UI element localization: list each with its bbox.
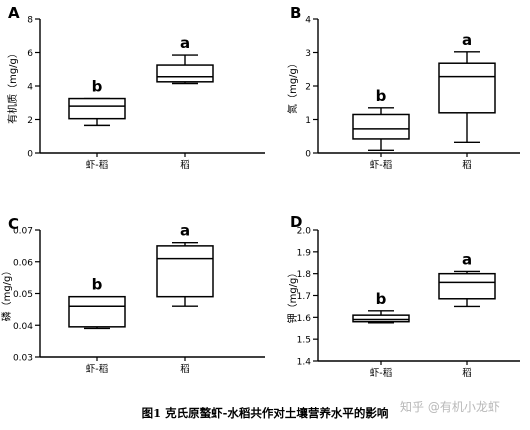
y-tick-label: 2.0 xyxy=(297,227,312,237)
box-iqr xyxy=(68,295,126,328)
box-iqr xyxy=(352,113,410,140)
y-axis-title: 钾（mg/g） xyxy=(286,268,299,324)
y-tick-label: 0.04 xyxy=(13,322,33,332)
significance-letter: b xyxy=(376,290,387,308)
x-tick-label: 稻 xyxy=(180,160,190,171)
y-axis-title: 氮（mg/g） xyxy=(286,58,299,114)
y-tick-label: 1.7 xyxy=(297,292,311,302)
y-tick-label: 0 xyxy=(27,150,33,160)
y-tick-label: 6 xyxy=(27,49,33,59)
y-tick-label: 0.05 xyxy=(13,290,33,300)
y-axis-title: 磷（mg/g） xyxy=(0,266,13,322)
significance-letter: b xyxy=(92,276,103,294)
box-iqr xyxy=(438,62,496,114)
y-tick-label: 4 xyxy=(305,16,311,26)
significance-letter: a xyxy=(462,250,472,268)
x-tick-label: 虾-稻 xyxy=(370,159,392,171)
box-shrimp-rice: b xyxy=(352,87,410,152)
y-tick-label: 8 xyxy=(27,16,33,26)
significance-letter: b xyxy=(92,78,103,96)
y-tick-label: 1.9 xyxy=(297,248,312,258)
y-tick-label: 3 xyxy=(305,49,311,59)
box-rice: a xyxy=(156,222,214,307)
panel-c: C 0.03 0.04 0.05 0.06 0.07 磷（mg/g） b 虾-稻 a 稻 xyxy=(0,215,265,375)
box-iqr xyxy=(438,272,496,300)
panel-label: D xyxy=(290,213,302,231)
box-rice: a xyxy=(156,34,214,85)
box-rice: a xyxy=(438,31,496,143)
box-shrimp-rice: b xyxy=(68,276,126,330)
significance-letter: b xyxy=(376,87,387,105)
figure-panels: A 0 2 4 6 8 有机质（mg/g） b 虾-稻 a 稻 B 0 1 2 3 4 氮（mg/g） b 虾-稻 a 稻… xyxy=(0,4,520,379)
y-tick-label: 0.06 xyxy=(13,258,33,268)
x-tick-label: 虾-稻 xyxy=(86,363,108,375)
significance-letter: a xyxy=(462,31,472,49)
y-tick-label: 0.07 xyxy=(13,227,33,237)
x-tick-label: 虾-稻 xyxy=(86,159,108,171)
y-axis-title: 有机质（mg/g） xyxy=(6,48,19,124)
y-tick-label: 1.8 xyxy=(297,270,312,280)
x-tick-label: 虾-稻 xyxy=(370,367,392,379)
y-tick-label: 0.03 xyxy=(13,354,33,364)
x-tick-label: 稻 xyxy=(462,368,472,379)
panel-label: B xyxy=(290,4,301,22)
y-tick-label: 2 xyxy=(27,116,33,126)
box-iqr xyxy=(68,97,126,120)
x-tick-label: 稻 xyxy=(180,364,190,375)
y-tick-label: 2 xyxy=(305,83,311,93)
y-tick-label: 4 xyxy=(27,83,33,93)
significance-letter: a xyxy=(180,34,190,52)
figure-caption: 图1 克氏原螯虾-水稻共作对土壤营养水平的影响 xyxy=(141,406,389,420)
panel-label: A xyxy=(8,4,20,22)
x-tick-label: 稻 xyxy=(462,160,472,171)
y-tick-label: 1.4 xyxy=(297,358,312,368)
panel-label: C xyxy=(8,215,19,233)
significance-letter: a xyxy=(180,222,190,240)
y-tick-label: 0 xyxy=(305,150,311,160)
y-tick-label: 1 xyxy=(305,116,311,126)
y-tick-label: 1.6 xyxy=(297,314,312,324)
box-rice: a xyxy=(438,250,496,308)
box-shrimp-rice: b xyxy=(352,290,410,324)
box-iqr xyxy=(156,64,214,83)
box-iqr xyxy=(156,245,214,298)
panel-d: D 1.4 1.5 1.6 1.7 1.8 1.9 2.0 钾（mg/g） b 虾-稻 a 稻 xyxy=(286,213,520,379)
y-tick-label: 1.5 xyxy=(297,336,311,346)
panel-a: A 0 2 4 6 8 有机质（mg/g） b 虾-稻 a 稻 xyxy=(6,4,265,171)
box-shrimp-rice: b xyxy=(68,78,126,127)
watermark: 知乎 @有机小龙虾 xyxy=(400,400,500,414)
panel-b: B 0 1 2 3 4 氮（mg/g） b 虾-稻 a 稻 xyxy=(286,4,520,171)
box-iqr xyxy=(352,314,410,323)
